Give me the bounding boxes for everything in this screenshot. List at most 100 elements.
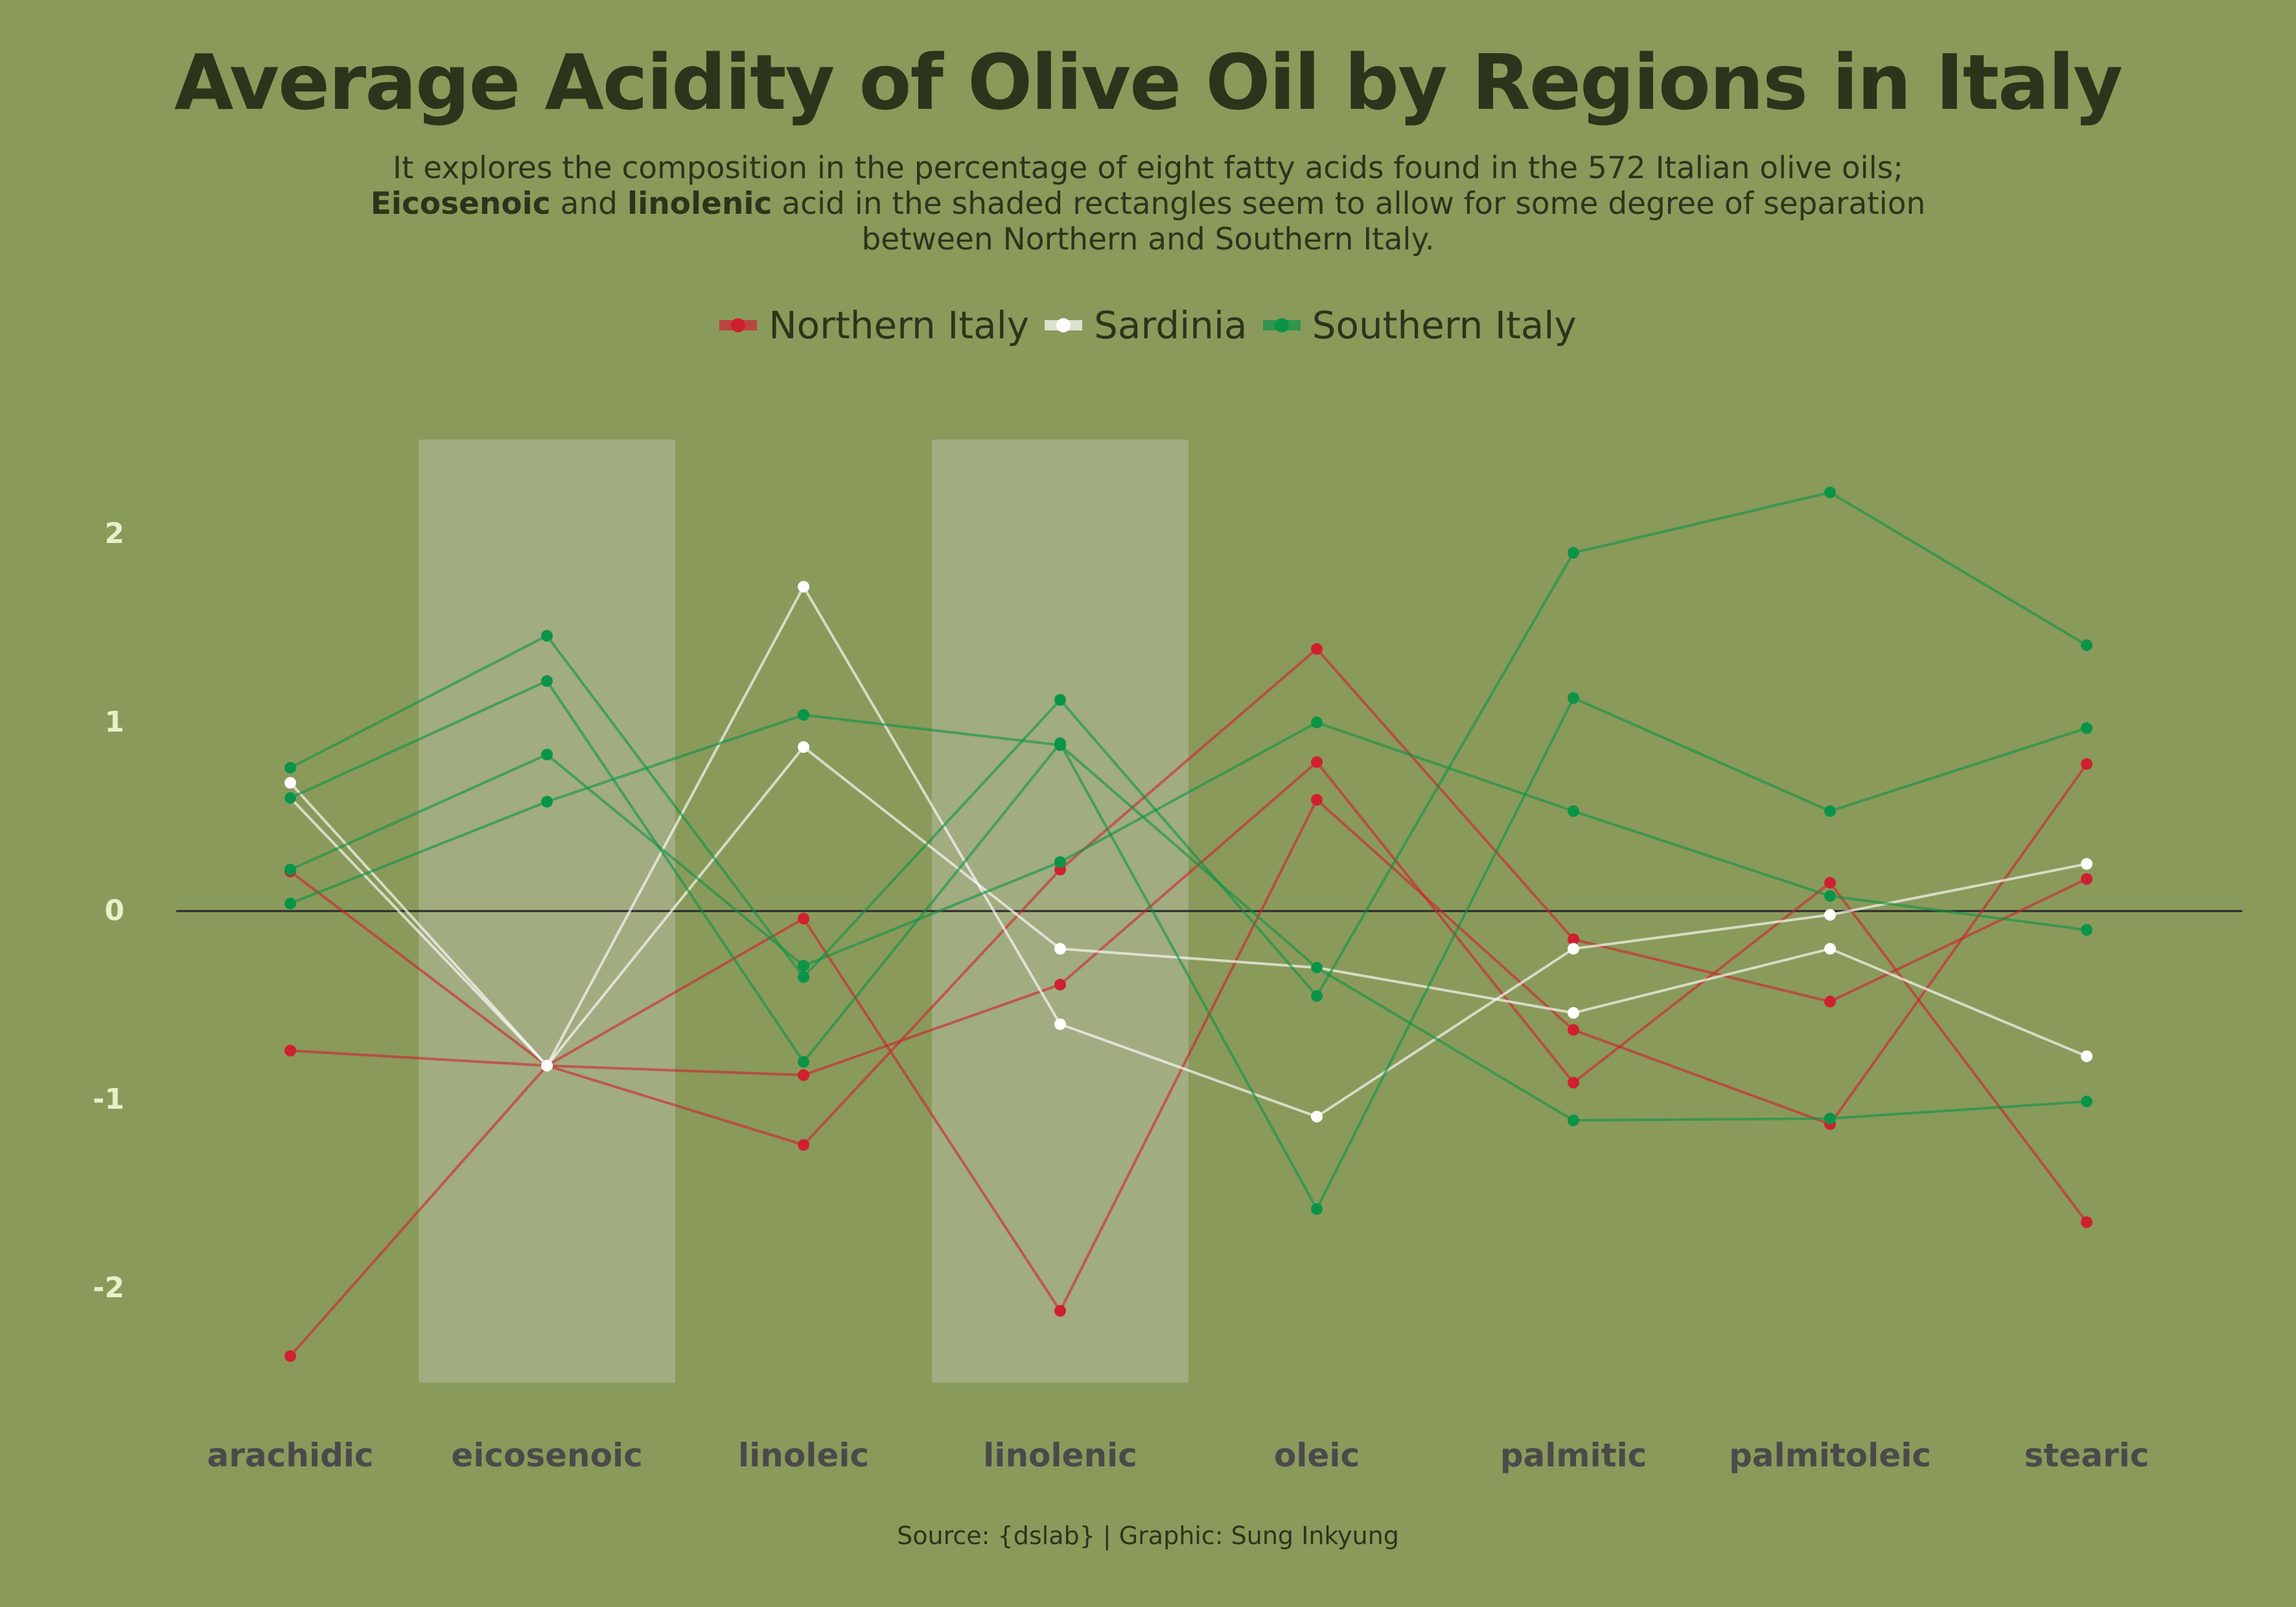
series-line-southern-7 xyxy=(290,721,2087,967)
data-point-southern-7-palmitoleic xyxy=(1824,890,1836,902)
data-point-northern-2-linolenic xyxy=(1054,1304,1066,1317)
subtitle-bold-linolenic: linolenic xyxy=(627,186,772,222)
data-point-sardinia-4-linoleic xyxy=(798,741,809,753)
legend-label-sardinia: Sardinia xyxy=(1094,303,1247,347)
x-tick-label-palmitic: palmitic xyxy=(1500,1437,1647,1474)
data-point-southern-6-linoleic xyxy=(798,1056,809,1068)
legend-item-southern: Southern Italy xyxy=(1262,303,1577,347)
subtitle-bold-eicosenoic: Eicosenoic xyxy=(370,186,551,222)
data-point-northern-0-arachidic xyxy=(284,1045,296,1057)
data-point-southern-8-linolenic xyxy=(1054,739,1066,751)
data-point-southern-7-palmitic xyxy=(1568,805,1579,817)
data-point-southern-7-linoleic xyxy=(798,960,809,972)
data-point-southern-7-stearic xyxy=(2081,924,2093,936)
data-point-northern-2-linoleic xyxy=(798,912,809,925)
chart-subtitle: It explores the composition in the perce… xyxy=(0,150,2296,257)
series-line-sardinia-3 xyxy=(289,584,2087,1118)
chart-legend: Northern Italy Sardinia Southern Italy xyxy=(0,303,2296,347)
data-point-northern-1-palmitic xyxy=(1568,933,1579,945)
data-point-sardinia-4-eicosenoic xyxy=(541,1059,553,1072)
data-point-southern-7-oleic xyxy=(1311,717,1323,728)
data-point-southern-5-linoleic xyxy=(798,971,809,983)
data-point-northern-2-stearic xyxy=(2081,758,2093,770)
legend-item-northern: Northern Italy xyxy=(719,303,1029,347)
data-point-southern-6-stearic xyxy=(2081,722,2093,734)
legend-label-northern: Northern Italy xyxy=(769,303,1030,347)
data-point-northern-0-palmitoleic xyxy=(1824,877,1836,889)
series-line-southern-6 xyxy=(290,679,2087,1212)
subtitle-line-2: Eicosenoic and linolenic acid in the sha… xyxy=(0,186,2296,222)
data-point-southern-5-arachidic xyxy=(284,761,296,774)
data-point-northern-1-stearic xyxy=(2081,873,2093,885)
x-tick-label-linoleic: linoleic xyxy=(738,1437,869,1474)
data-point-sardinia-3-linolenic xyxy=(1054,1018,1066,1030)
source-caption: Source: {dslab} | Graphic: Sung Inkyung xyxy=(897,1521,1399,1550)
series-line-southern-8 xyxy=(290,713,2087,1122)
series-line-northern-2 xyxy=(289,763,2088,1358)
data-point-southern-8-stearic xyxy=(2081,1095,2093,1107)
x-tick-label-palmitoleic: palmitoleic xyxy=(1729,1437,1931,1474)
data-point-sardinia-3-arachidic xyxy=(284,777,296,789)
data-point-southern-8-oleic xyxy=(1311,962,1323,974)
data-point-northern-1-palmitoleic xyxy=(1824,995,1836,1008)
y-tick-label: -2 xyxy=(93,1271,124,1304)
data-point-northern-2-oleic xyxy=(1311,794,1323,806)
data-point-northern-0-stearic xyxy=(2081,1216,2093,1229)
data-point-southern-7-linolenic xyxy=(1054,856,1066,868)
data-point-sardinia-3-palmitic xyxy=(1568,943,1579,955)
data-point-southern-6-palmitoleic xyxy=(1824,805,1836,817)
x-tick-label-oleic: oleic xyxy=(1274,1437,1360,1474)
data-point-northern-0-oleic xyxy=(1311,756,1323,769)
data-point-northern-0-linolenic xyxy=(1054,978,1066,991)
x-tick-label-eicosenoic: eicosenoic xyxy=(451,1437,642,1474)
data-point-sardinia-4-linolenic xyxy=(1054,943,1066,955)
data-point-southern-6-palmitic xyxy=(1568,692,1579,704)
data-point-northern-2-arachidic xyxy=(284,1350,296,1362)
series-line-northern-0 xyxy=(290,760,2088,1223)
subtitle-line-2-rest: acid in the shaded rectangles seem to al… xyxy=(772,186,1926,222)
data-point-northern-2-palmitic xyxy=(1568,1024,1579,1036)
data-point-southern-5-eicosenoic xyxy=(541,630,553,642)
legend-label-southern: Southern Italy xyxy=(1312,303,1577,347)
data-point-sardinia-4-palmitic xyxy=(1568,1007,1579,1019)
y-tick-label: -1 xyxy=(93,1083,124,1116)
series-line-northern-1 xyxy=(289,647,2087,1147)
data-point-northern-0-linoleic xyxy=(798,1069,809,1081)
data-point-sardinia-3-palmitoleic xyxy=(1824,908,1836,921)
legend-key-sardinia xyxy=(1045,314,1083,337)
subtitle-line-1: It explores the composition in the perce… xyxy=(392,150,1904,186)
series-line-sardinia-4 xyxy=(289,745,2087,1068)
subtitle-line-3: between Northern and Southern Italy. xyxy=(861,222,1435,257)
data-point-sardinia-3-oleic xyxy=(1311,1111,1323,1123)
data-point-southern-8-eicosenoic xyxy=(541,796,553,808)
data-point-northern-1-linoleic xyxy=(798,1139,809,1151)
chart-title: Average Acidity of Olive Oil by Regions … xyxy=(174,38,2123,127)
x-tick-label-arachidic: arachidic xyxy=(207,1437,373,1474)
x-tick-label-stearic: stearic xyxy=(2024,1437,2150,1474)
y-tick-label: 0 xyxy=(104,894,124,927)
data-point-southern-5-palmitoleic xyxy=(1824,486,1836,498)
data-point-southern-7-arachidic xyxy=(284,863,296,875)
data-point-southern-8-palmitic xyxy=(1568,1115,1579,1127)
data-point-southern-8-linoleic xyxy=(798,709,809,721)
data-point-sardinia-3-stearic xyxy=(2081,858,2093,870)
x-tick-label-linolenic: linolenic xyxy=(983,1437,1137,1474)
data-point-sardinia-4-palmitoleic xyxy=(1824,943,1836,955)
data-point-southern-6-arachidic xyxy=(284,792,296,804)
legend-item-sardinia: Sardinia xyxy=(1045,303,1247,347)
data-point-southern-5-oleic xyxy=(1311,989,1323,1002)
data-point-southern-5-linolenic xyxy=(1054,694,1066,706)
data-point-southern-6-eicosenoic xyxy=(541,675,553,687)
data-point-southern-5-palmitic xyxy=(1568,547,1579,559)
series-line-southern-5 xyxy=(290,491,2088,999)
y-tick-label: 2 xyxy=(104,517,124,550)
legend-key-northern xyxy=(719,314,758,337)
data-point-southern-5-stearic xyxy=(2081,639,2093,651)
data-point-southern-8-palmitoleic xyxy=(1824,1113,1836,1125)
data-point-southern-6-oleic xyxy=(1311,1203,1323,1215)
data-point-southern-8-arachidic xyxy=(284,897,296,910)
data-point-southern-7-eicosenoic xyxy=(541,748,553,761)
data-point-northern-1-oleic xyxy=(1311,643,1323,655)
y-tick-label: 1 xyxy=(104,706,124,739)
